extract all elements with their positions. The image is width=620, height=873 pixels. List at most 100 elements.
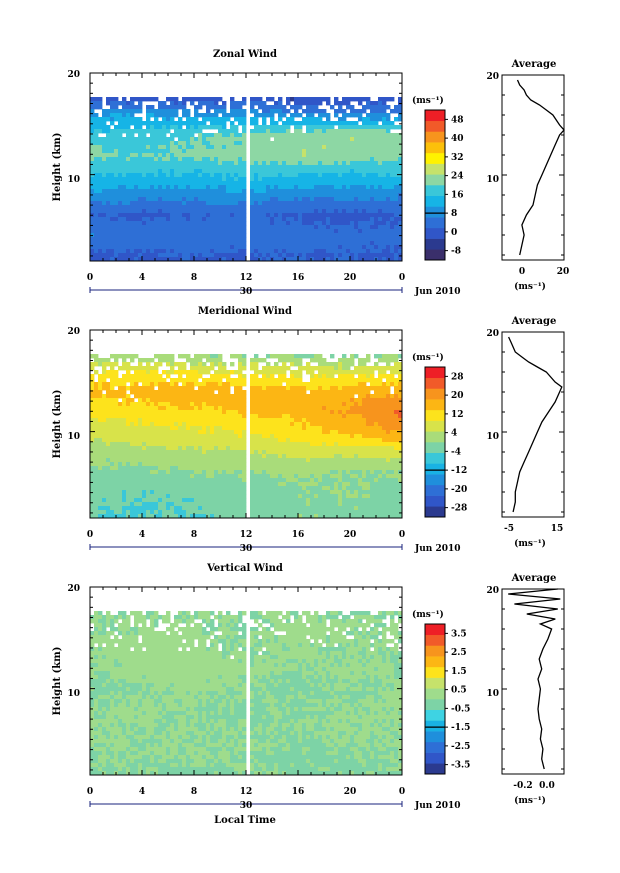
heatmap-cell	[306, 366, 311, 371]
heatmap-cell	[214, 209, 219, 214]
heatmap-cell	[94, 422, 99, 427]
heatmap-cell	[394, 450, 399, 455]
heatmap-cell	[290, 354, 295, 359]
colorbar-frame	[424, 109, 446, 261]
heatmap-cell	[362, 181, 367, 186]
heatmap-cell	[330, 177, 335, 182]
heatmap-cell	[278, 161, 283, 166]
heatmap-cell	[162, 406, 167, 411]
heatmap-cell	[150, 209, 155, 214]
heatmap-cell	[230, 249, 235, 254]
heatmap-cell	[366, 245, 371, 250]
heatmap-cell	[222, 129, 227, 134]
heatmap-cell	[234, 173, 239, 178]
heatmap-cell	[218, 173, 223, 178]
heatmap-cell	[162, 141, 167, 146]
heatmap-cell	[146, 414, 151, 419]
heatmap-cell	[238, 378, 243, 383]
heatmap-cell	[278, 358, 283, 363]
heatmap-cell	[302, 181, 307, 186]
heatmap-cell	[298, 257, 303, 262]
heatmap-cell	[242, 358, 247, 363]
heatmap-cell	[274, 386, 279, 391]
heatmap-cell	[334, 370, 339, 375]
heatmap-cell	[290, 169, 295, 174]
heatmap-cell	[234, 422, 239, 427]
heatmap-cell	[318, 193, 323, 198]
heatmap-cell	[138, 165, 143, 170]
heatmap-cell	[98, 406, 103, 411]
heatmap-cell	[378, 249, 383, 254]
heatmap-cell	[142, 185, 147, 190]
heatmap-cell	[338, 382, 343, 387]
heatmap-cell	[126, 129, 131, 134]
heatmap-cell	[350, 422, 355, 427]
heatmap-cell	[138, 450, 143, 455]
heatmap-cell	[366, 257, 371, 262]
heatmap-cell	[142, 374, 147, 379]
heatmap-cell	[98, 233, 103, 238]
heatmap-cell	[146, 185, 151, 190]
heatmap-cell	[322, 358, 327, 363]
heatmap-cell	[190, 125, 195, 130]
heatmap-cell	[330, 454, 335, 459]
heatmap-cell	[378, 197, 383, 202]
heatmap-cell	[294, 141, 299, 146]
heatmap-cell	[330, 394, 335, 399]
heatmap-cell	[306, 430, 311, 435]
heatmap-cell	[118, 117, 123, 122]
heatmap-cell	[218, 241, 223, 246]
heatmap-cell	[318, 221, 323, 226]
heatmap-cell	[302, 426, 307, 431]
heatmap-cell	[298, 430, 303, 435]
heatmap-cell	[206, 133, 211, 138]
heatmap-cell	[270, 354, 275, 359]
heatmap-cell	[166, 173, 171, 178]
heatmap-cell	[290, 165, 295, 170]
heatmap-cell	[386, 438, 391, 443]
heatmap-cell	[138, 253, 143, 258]
heatmap-cell	[318, 362, 323, 367]
heatmap-cell	[382, 221, 387, 226]
heatmap-cell	[190, 430, 195, 435]
heatmap-cell	[366, 161, 371, 166]
heatmap-cell	[266, 177, 271, 182]
heatmap-cell	[230, 97, 235, 102]
heatmap-cell	[274, 257, 279, 262]
heatmap-cell	[234, 257, 239, 262]
heatmap-cell	[306, 233, 311, 238]
heatmap-cell	[242, 426, 247, 431]
heatmap-cell	[370, 113, 375, 118]
heatmap-cell	[306, 386, 311, 391]
heatmap-cell	[282, 446, 287, 451]
heatmap-cell	[266, 398, 271, 403]
heatmap-cell	[98, 169, 103, 174]
heatmap-cell	[342, 249, 347, 254]
heatmap-cell	[302, 161, 307, 166]
heatmap-cell	[310, 101, 315, 106]
heatmap-cell	[170, 434, 175, 439]
heatmap-cell	[270, 209, 275, 214]
heatmap-cell	[378, 105, 383, 110]
heatmap-cell	[338, 217, 343, 222]
heatmap-cell	[354, 386, 359, 391]
heatmap-cell	[182, 434, 187, 439]
heatmap-cell	[258, 378, 263, 383]
heatmap-cell	[174, 205, 179, 210]
heatmap-cell	[162, 145, 167, 150]
heatmap-cell	[322, 362, 327, 367]
heatmap-cell	[130, 141, 135, 146]
heatmap-cell	[230, 185, 235, 190]
heatmap-cell	[174, 197, 179, 202]
heatmap-cell	[182, 442, 187, 447]
heatmap-cell	[274, 169, 279, 174]
heatmap-cell	[282, 406, 287, 411]
heatmap-cell	[282, 257, 287, 262]
heatmap-cell	[322, 129, 327, 134]
heatmap-cell	[350, 406, 355, 411]
heatmap-cell	[178, 422, 183, 427]
heatmap-cell	[254, 402, 259, 407]
heatmap-cell	[258, 185, 263, 190]
heatmap-cell	[230, 241, 235, 246]
heatmap-cell	[370, 193, 375, 198]
